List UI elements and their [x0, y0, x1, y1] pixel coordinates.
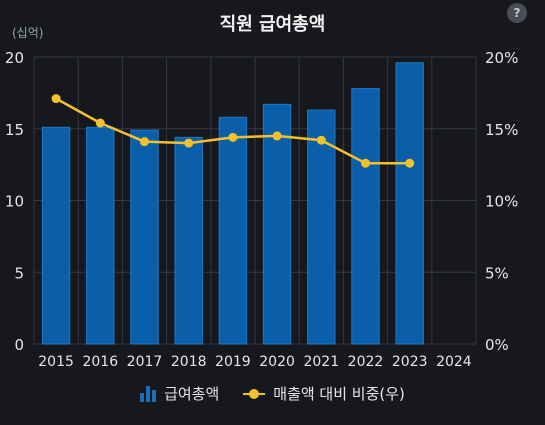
bar-chart-icon	[140, 385, 157, 402]
bar	[351, 88, 380, 345]
ratio-point	[361, 158, 370, 168]
bar	[41, 126, 71, 345]
ratio-point	[95, 118, 105, 128]
y-tick-right-label: 0%	[485, 336, 509, 354]
y-tick-right-label: 20%	[485, 49, 518, 67]
bar	[86, 126, 115, 345]
x-tick-label: 2017	[127, 354, 163, 370]
x-tick-label: 2022	[348, 354, 384, 370]
x-tick-label: 2018	[171, 354, 207, 370]
bar	[130, 129, 159, 345]
ratio-point	[228, 132, 238, 142]
legend-item-ratio[interactable]: 매출액 대비 비중(우)	[243, 383, 405, 404]
y-tick-left-label: 15	[5, 121, 24, 139]
x-tick-label: 2019	[215, 354, 251, 370]
ratio-point	[51, 94, 61, 104]
legend: 급여총액 매출액 대비 비중(우)	[0, 383, 545, 404]
x-tick-label: 2020	[259, 354, 295, 370]
legend-label-salary: 급여총액	[164, 385, 220, 403]
bar	[174, 136, 203, 345]
ratio-point	[184, 138, 194, 148]
ratio-point	[405, 158, 415, 168]
help-button[interactable]: ?	[507, 3, 527, 23]
y-tick-left-label: 20	[5, 49, 24, 67]
bar	[262, 103, 292, 345]
x-tick-label: 2023	[392, 354, 428, 370]
ratio-point	[316, 135, 326, 145]
x-tick-label: 2021	[303, 354, 339, 370]
x-tick-label: 2024	[436, 354, 472, 370]
ratio-point	[140, 137, 149, 147]
legend-item-salary[interactable]: 급여총액	[140, 383, 219, 404]
y-tick-left-label: 0	[14, 336, 24, 354]
line-marker-icon	[243, 388, 266, 400]
y-tick-left-label: 5	[14, 264, 24, 282]
x-tick-label: 2016	[82, 354, 118, 370]
bar	[395, 62, 424, 345]
y-tick-left-label: 10	[5, 193, 24, 211]
x-tick-label: 2015	[38, 354, 74, 370]
bar	[218, 116, 248, 345]
y-tick-right-label: 15%	[485, 121, 518, 139]
chart-title: 직원 급여총액	[219, 14, 326, 35]
ratio-point	[272, 131, 282, 141]
y-tick-right-label: 10%	[485, 193, 518, 211]
legend-label-ratio: 매출액 대비 비중(우)	[273, 385, 405, 403]
y-tick-right-label: 5%	[485, 264, 509, 282]
bar	[307, 109, 336, 345]
y-axis-unit-label: (십억)	[12, 26, 44, 40]
